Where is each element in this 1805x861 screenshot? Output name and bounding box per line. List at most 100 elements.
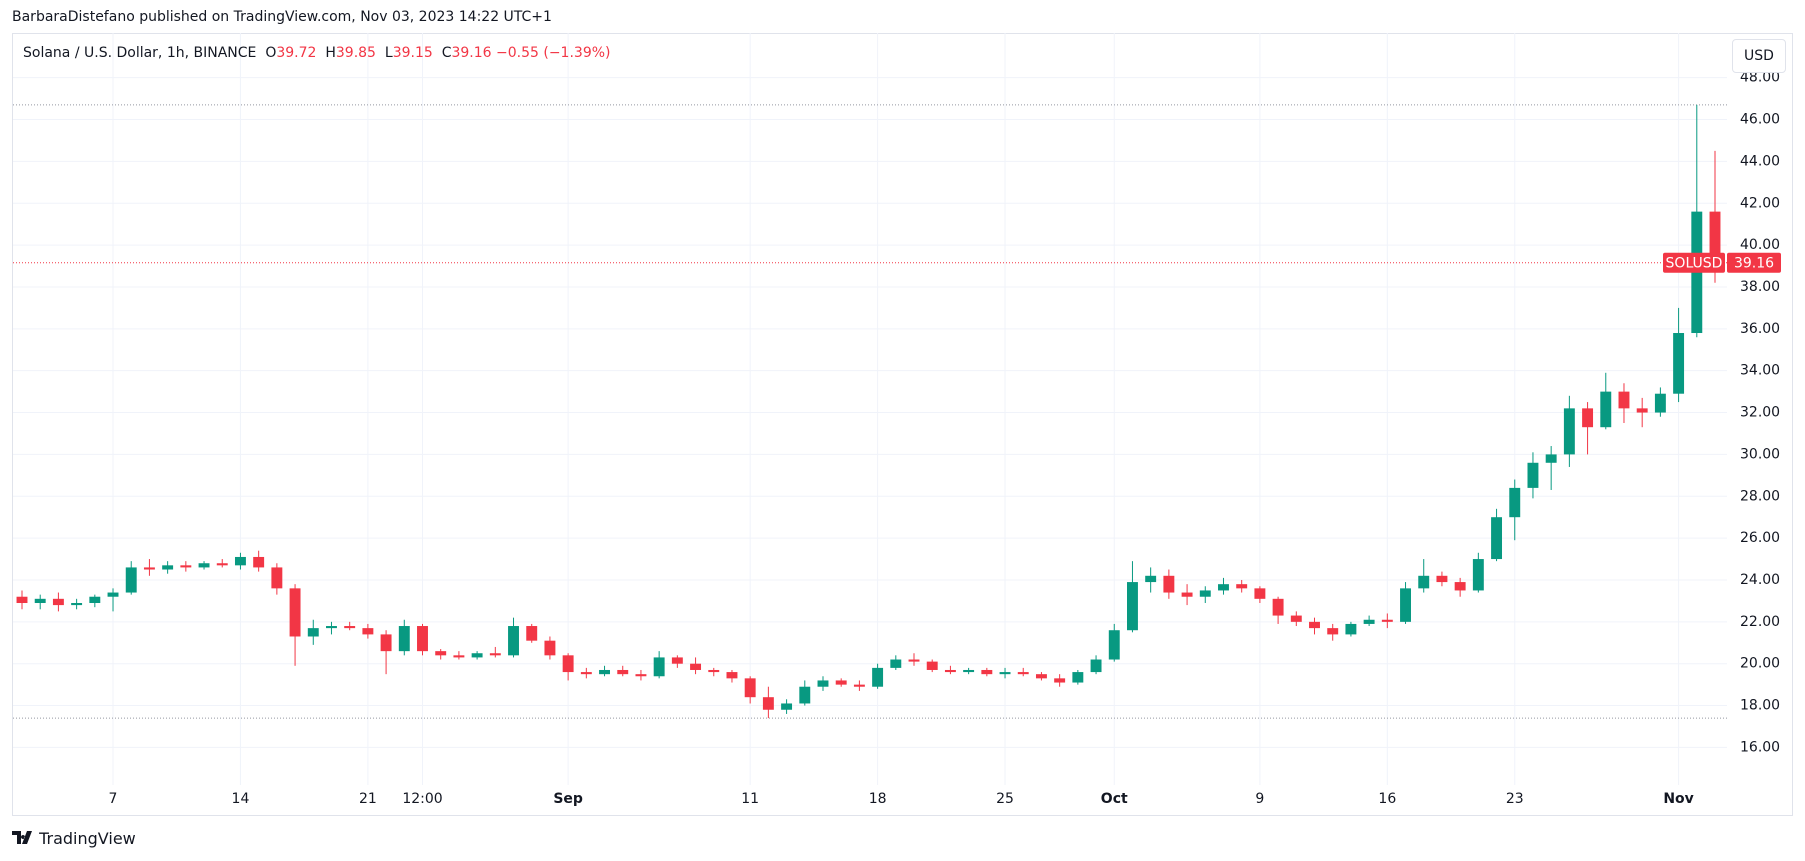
candle-body xyxy=(817,680,829,687)
candle-body xyxy=(653,657,665,677)
y-tick-label: 20.00 xyxy=(1740,656,1780,672)
candle-body xyxy=(1090,659,1102,673)
candle-body xyxy=(944,669,956,673)
candle-body xyxy=(599,669,610,675)
y-tick-label: 40.00 xyxy=(1740,237,1780,253)
logo xyxy=(12,831,32,844)
symbol-badge xyxy=(1663,252,1725,273)
y-tick-label: 42.00 xyxy=(1740,195,1780,211)
candle-body xyxy=(253,556,265,568)
candle-body xyxy=(234,556,246,566)
x-tick-label: 25 xyxy=(996,791,1014,807)
x-tick-label: 9 xyxy=(1255,791,1264,807)
candle-body xyxy=(398,626,410,652)
symbol-label: SOLUSD xyxy=(1666,256,1723,272)
candle-body xyxy=(1654,393,1666,413)
candle-body xyxy=(162,565,174,570)
candle-body xyxy=(180,565,192,568)
candle-body xyxy=(362,628,374,635)
candle-body xyxy=(307,628,319,637)
x-tick-label: 23 xyxy=(1506,791,1524,807)
x-tick-label: 11 xyxy=(741,791,759,807)
legend-label: O xyxy=(265,45,277,61)
candle-body xyxy=(417,626,428,652)
brand-name: TradingView xyxy=(39,829,136,848)
candle-body xyxy=(344,626,356,629)
candle-body xyxy=(799,686,811,704)
candle-body xyxy=(781,703,793,710)
y-tick-label: 36.00 xyxy=(1740,321,1780,337)
candle-body xyxy=(1636,408,1648,413)
candle-body xyxy=(1054,678,1066,683)
candle-body xyxy=(1017,672,1029,675)
candle-body xyxy=(872,667,884,687)
y-tick-label: 16.00 xyxy=(1740,739,1780,755)
y-tick-label: 30.00 xyxy=(1740,446,1780,462)
candle-body xyxy=(1272,598,1284,616)
y-tick-label: 38.00 xyxy=(1740,279,1780,295)
candle-body xyxy=(143,567,155,570)
candle-body xyxy=(999,672,1011,675)
publisher: BarbaraDistefano published on TradingVie… xyxy=(12,9,552,25)
candle-body xyxy=(1309,621,1320,629)
candle-body xyxy=(1418,575,1430,589)
price-label: 39.16 xyxy=(1734,256,1774,272)
candle-body xyxy=(1709,211,1721,263)
x-tick-label: 16 xyxy=(1378,791,1396,807)
candle-body xyxy=(1563,408,1575,455)
candle-body xyxy=(216,563,228,566)
legend-change: −0.55 (−1.39%) xyxy=(496,45,611,61)
candle-body xyxy=(1345,623,1357,635)
candle-body xyxy=(708,669,720,673)
chart-frame xyxy=(12,33,1793,816)
candle-body xyxy=(890,659,902,668)
x-tick-label: 14 xyxy=(232,791,250,807)
candle-body xyxy=(489,653,501,656)
candle-body xyxy=(744,678,756,698)
legend-value: 39.15 xyxy=(392,45,433,61)
y-tick-label: 28.00 xyxy=(1740,488,1780,504)
candle-body xyxy=(271,567,283,589)
title: Solana / U.S. Dollar, 1h, BINANCE xyxy=(23,45,257,61)
candle-body xyxy=(1108,630,1120,660)
candle-body xyxy=(453,655,465,658)
x-tick-label: Sep xyxy=(553,791,583,807)
candle-body xyxy=(926,661,938,670)
candle-body xyxy=(1600,391,1612,428)
candle-body xyxy=(71,603,83,606)
candle-body xyxy=(1582,408,1594,428)
candle-body xyxy=(963,669,975,673)
price-badge xyxy=(1727,252,1781,273)
x-tick-label: Oct xyxy=(1101,791,1128,807)
brand: TradingView xyxy=(12,829,136,848)
candle-body xyxy=(1618,391,1630,409)
currency-button[interactable]: USD xyxy=(1732,39,1786,73)
candle-body xyxy=(1381,619,1393,622)
candle-body xyxy=(617,669,629,675)
candle-body xyxy=(1181,592,1193,597)
candle-body xyxy=(435,651,447,656)
candle-body xyxy=(1127,582,1138,631)
candle-body xyxy=(1327,628,1339,635)
y-tick-label: 18.00 xyxy=(1740,698,1780,714)
candle-body xyxy=(1436,575,1448,583)
legend: Solana / U.S. Dollar, 1h, BINANCE O39.72… xyxy=(23,45,611,61)
legend-label: H xyxy=(325,45,336,61)
y-tick-label: 24.00 xyxy=(1740,572,1780,588)
candle-body xyxy=(1673,333,1685,394)
candle-body xyxy=(635,674,647,677)
y-tick-label: 34.00 xyxy=(1740,363,1780,379)
candle-body xyxy=(690,663,702,670)
candle-body xyxy=(1491,517,1503,560)
candle-body xyxy=(380,634,392,652)
candle-body xyxy=(125,567,137,593)
y-tick-label: 46.00 xyxy=(1740,112,1780,128)
candle-body xyxy=(326,626,337,629)
candle-body xyxy=(1145,575,1157,583)
candle-body xyxy=(1163,575,1175,593)
candle-body xyxy=(289,588,301,637)
candle-body xyxy=(16,596,28,604)
y-tick-label: 44.00 xyxy=(1740,153,1780,169)
candle-body xyxy=(580,672,592,675)
